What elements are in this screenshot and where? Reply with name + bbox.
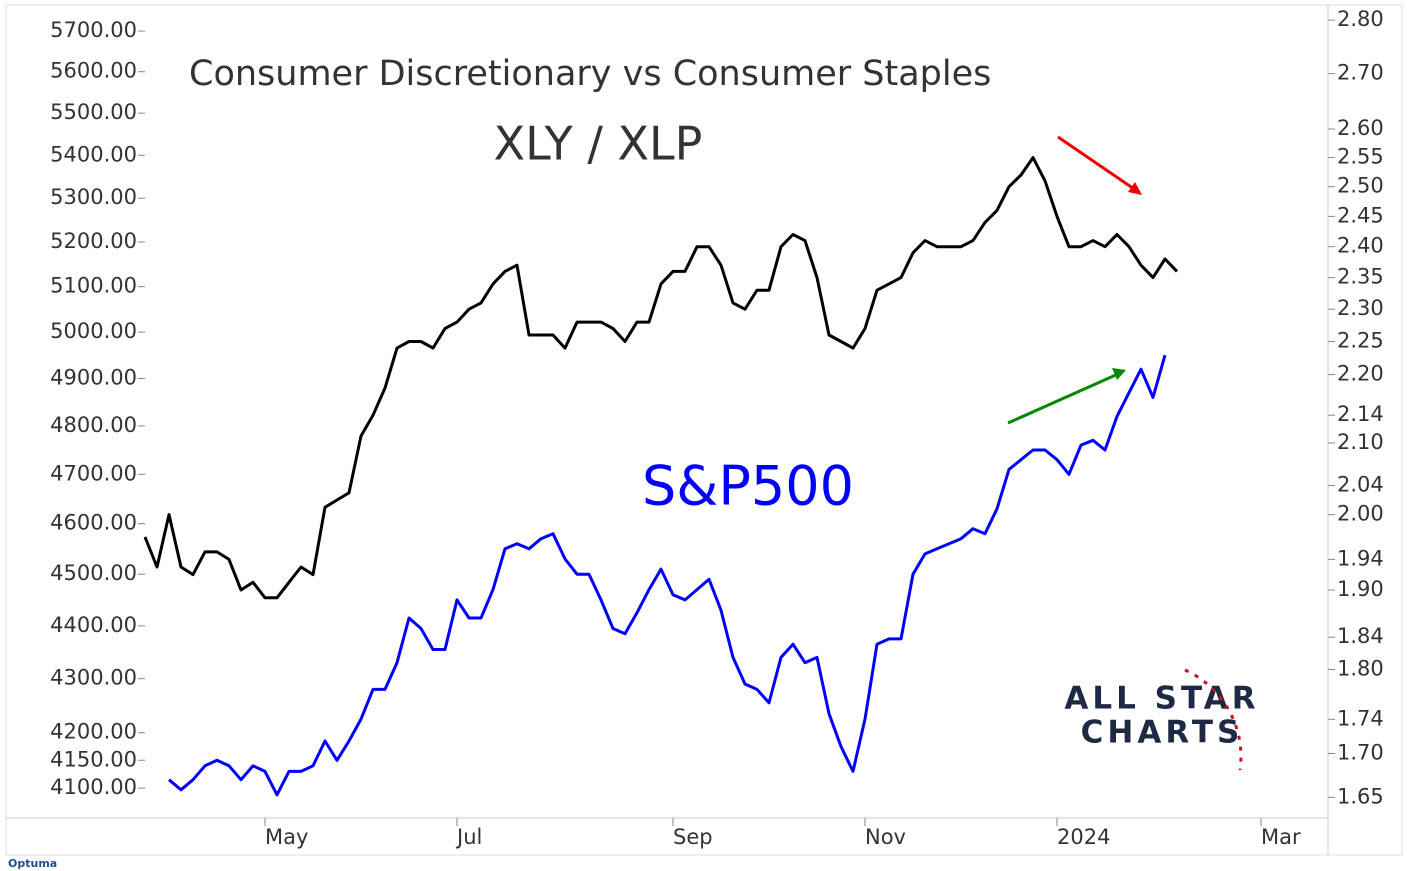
y2-tick-label: 2.20 (1337, 362, 1384, 386)
y-tick-label: 4700.00 (50, 461, 137, 485)
y-tick-label: 5600.00 (50, 59, 137, 83)
y-tick-label: 5400.00 (50, 142, 137, 166)
y-tick-label: 4100.00 (50, 775, 137, 799)
logo-text: CHARTS (1081, 715, 1244, 751)
y2-tick-label: 2.00 (1337, 502, 1384, 526)
y-tick-label: 5300.00 (50, 185, 137, 209)
y2-tick-label: 2.40 (1337, 234, 1384, 258)
y-tick-label: 5000.00 (50, 319, 137, 343)
y-tick-label: 4800.00 (50, 413, 137, 437)
arrow (1057, 135, 1141, 195)
x-tick-label: May (265, 825, 308, 849)
series-line (143, 156, 1179, 600)
y2-tick-label: 1.94 (1337, 546, 1384, 570)
y2-tick-label: 2.14 (1337, 402, 1384, 426)
x-tick-label: Nov (865, 825, 906, 849)
y2-tick-label: 2.10 (1337, 430, 1384, 454)
frame (5, 4, 1403, 856)
y2-tick-label: 1.65 (1337, 784, 1384, 808)
y-tick-label: 4600.00 (50, 511, 137, 535)
y-tick-label: 4300.00 (50, 666, 137, 690)
y-tick-label: 4150.00 (50, 747, 137, 771)
y2-tick-label: 2.70 (1337, 61, 1384, 85)
series-line (168, 354, 1167, 797)
logo-text: ALL STAR (1064, 681, 1259, 717)
x-tick-label: 2024 (1057, 825, 1110, 849)
x-tick-label: Mar (1261, 825, 1301, 849)
y-tick-label: 5700.00 (50, 18, 137, 42)
x-tick-label: Sep (673, 825, 713, 849)
y2-tick-label: 1.74 (1337, 706, 1384, 730)
y2-tick-label: 1.84 (1337, 624, 1384, 648)
y2-tick-label: 2.35 (1337, 265, 1384, 289)
arrow-head (1128, 182, 1142, 195)
y-tick-label: 4200.00 (50, 720, 137, 744)
arrow (1007, 372, 1119, 425)
series-label: S&P500 (642, 455, 854, 518)
chart-title: Consumer Discretionary vs Consumer Stapl… (189, 54, 991, 94)
y2-tick-label: 2.45 (1337, 203, 1384, 227)
y2-tick-label: 1.70 (1337, 740, 1384, 764)
y2-tick-label: 2.50 (1337, 174, 1384, 198)
y-tick-label: 5100.00 (50, 274, 137, 298)
y2-tick-label: 2.60 (1337, 116, 1384, 140)
y-tick-label: 5500.00 (50, 100, 137, 124)
y-tick-label: 4900.00 (50, 366, 137, 390)
y-tick-label: 4400.00 (50, 613, 137, 637)
y-tick-label: 4500.00 (50, 561, 137, 585)
arrow-head (1112, 368, 1126, 380)
y2-tick-label: 2.25 (1337, 329, 1384, 353)
series-label: XLY / XLP (494, 117, 703, 171)
y2-tick-label: 2.30 (1337, 296, 1384, 320)
y2-tick-label: 1.80 (1337, 656, 1384, 680)
y2-tick-label: 1.90 (1337, 577, 1384, 601)
source: Optuma (8, 857, 57, 870)
y-tick-label: 5200.00 (50, 229, 137, 253)
y2-tick-label: 2.80 (1337, 7, 1384, 31)
x-tick-label: Jul (455, 825, 482, 849)
y2-tick-label: 2.55 (1337, 145, 1384, 169)
y2-tick-label: 2.04 (1337, 473, 1384, 497)
